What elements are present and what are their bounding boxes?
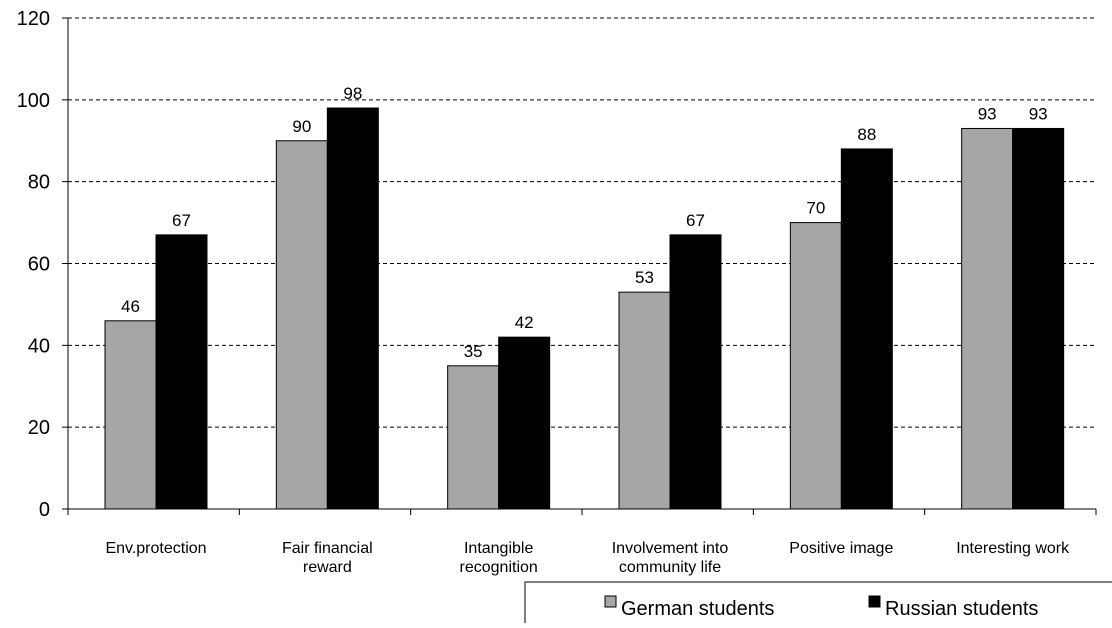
bars: [104, 107, 1065, 510]
bar: [326, 107, 379, 510]
bar: [275, 140, 328, 510]
legend-swatch: [604, 595, 617, 608]
legend-box: [524, 581, 1112, 628]
data-label: 93: [1029, 104, 1048, 123]
data-label: 88: [857, 125, 876, 144]
x-category-label: reward: [303, 559, 352, 576]
data-label: 53: [635, 268, 654, 287]
data-label: 46: [121, 297, 140, 316]
y-tick-label: 120: [17, 8, 50, 30]
x-category-label: community life: [619, 559, 721, 576]
labels: 46 67 Env.protection 90 98 Fair financial rewa…: [105, 84, 1070, 576]
bar: [1012, 127, 1065, 510]
legend-swatch: [868, 595, 881, 608]
x-category-label: Interesting work: [956, 540, 1070, 557]
y-tick-label: 60: [28, 254, 50, 276]
bar: [789, 222, 842, 510]
y-tick-label: 20: [28, 417, 50, 439]
y-tick-label: 40: [28, 335, 50, 357]
x-category-label: recognition: [460, 559, 538, 576]
x-category-label: Fair financial: [282, 540, 373, 557]
legend-label: German students: [621, 598, 774, 620]
data-label: 93: [978, 104, 997, 123]
data-label: 42: [515, 313, 534, 332]
data-label: 90: [292, 117, 311, 136]
data-label: 98: [343, 84, 362, 103]
y-tick-label: 0: [39, 499, 50, 521]
bar: [961, 127, 1014, 510]
bar: [104, 320, 157, 510]
axes: 0 20 40 60 80 100 120: [17, 8, 1097, 521]
legend-label: Russian students: [885, 598, 1038, 620]
y-tick-label: 80: [28, 172, 50, 194]
data-label: 67: [172, 211, 191, 230]
bar: [155, 234, 208, 510]
bar: [840, 148, 893, 510]
x-category-label: Involvement into: [612, 540, 729, 557]
y-tick-label: 100: [17, 90, 50, 112]
data-label: 70: [806, 199, 825, 218]
bar: [618, 291, 671, 510]
data-label: 67: [686, 211, 705, 230]
bar: [669, 234, 722, 510]
gridlines: [68, 17, 1096, 428]
x-category-label: Intangible: [464, 540, 533, 557]
x-category-label: Env.protection: [105, 540, 206, 557]
x-category-label: Positive image: [789, 540, 893, 557]
bar: [447, 365, 500, 510]
bar: [498, 336, 551, 510]
data-label: 35: [464, 342, 483, 361]
legend: German students Russian students: [524, 581, 1112, 628]
